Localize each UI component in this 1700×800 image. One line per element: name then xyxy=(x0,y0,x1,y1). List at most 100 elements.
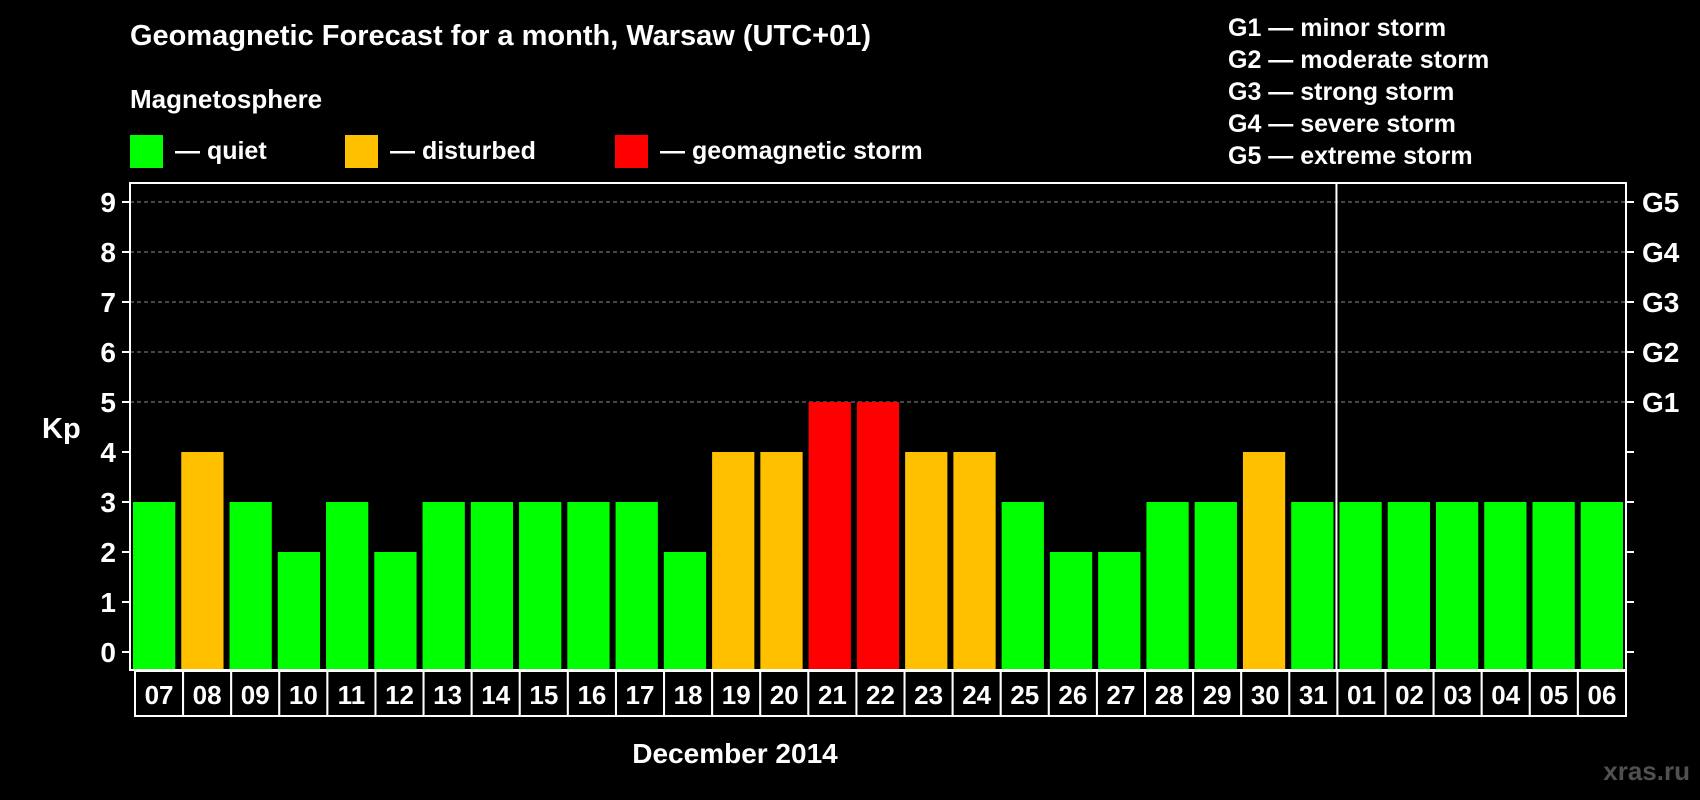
bar-03 xyxy=(1435,502,1479,669)
x-category-cell xyxy=(470,670,521,717)
x-tick-label: 19 xyxy=(722,680,751,710)
bar-27 xyxy=(1098,552,1141,669)
x-category-cell xyxy=(903,670,954,717)
x-tick-label: 25 xyxy=(1010,680,1039,710)
bar-12 xyxy=(374,552,417,669)
right-axis-label: G2 xyxy=(1642,337,1679,368)
x-category-cell xyxy=(1528,670,1579,717)
x-tick-label: 17 xyxy=(626,680,655,710)
bar-17 xyxy=(615,502,658,669)
y-tick-label: 6 xyxy=(100,337,116,368)
x-category-cell xyxy=(759,670,810,717)
storm-level-g4: G4 — severe storm xyxy=(1228,110,1456,138)
bar-14 xyxy=(470,502,514,669)
x-category-cell xyxy=(663,670,714,717)
storm-level-list: G1 — minor storm G2 — moderate storm G3 … xyxy=(1228,12,1489,172)
bar-11 xyxy=(326,502,369,669)
x-tick-label: 05 xyxy=(1539,680,1568,710)
bar-10 xyxy=(277,552,321,669)
x-category-cell xyxy=(230,670,281,717)
x-category-cell xyxy=(1480,670,1531,717)
x-category-cell xyxy=(422,670,473,717)
storm-level-g2: G2 — moderate storm xyxy=(1228,46,1490,74)
y-tick-label: 8 xyxy=(100,237,116,268)
x-tick-label: 01 xyxy=(1347,680,1376,710)
x-tick-label: 02 xyxy=(1395,680,1424,710)
x-tick-label: 13 xyxy=(433,680,462,710)
bar-28 xyxy=(1146,502,1189,669)
x-category-cell xyxy=(518,670,569,717)
x-category-cell xyxy=(278,670,329,717)
bar-16 xyxy=(567,502,610,669)
bar-09 xyxy=(229,502,272,669)
x-tick-label: 06 xyxy=(1587,680,1616,710)
x-tick-label: 22 xyxy=(866,680,895,710)
bar-18 xyxy=(663,552,707,669)
bar-20 xyxy=(760,452,803,669)
y-tick-label: 1 xyxy=(100,587,116,618)
x-tick-label: 08 xyxy=(193,680,222,710)
x-tick-label: 04 xyxy=(1491,680,1520,710)
x-tick-label: 31 xyxy=(1299,680,1328,710)
x-tick-label: 24 xyxy=(962,680,991,710)
storm-level-g1: G1 — minor storm xyxy=(1228,14,1447,42)
legend-swatch-disturbed xyxy=(345,134,378,168)
legend-label-quiet: — quiet xyxy=(175,136,267,165)
right-axis-label: G1 xyxy=(1642,387,1679,418)
x-category-cell xyxy=(182,670,233,717)
x-tick-label: 21 xyxy=(818,680,847,710)
bar-23 xyxy=(905,452,948,669)
x-category-cell xyxy=(1192,670,1243,717)
x-category-cell xyxy=(807,670,858,717)
x-category-cell xyxy=(566,670,617,717)
y-tick-label: 4 xyxy=(100,437,116,468)
bar-29 xyxy=(1194,502,1237,669)
bar-01 xyxy=(1339,502,1382,669)
x-category-cell xyxy=(1240,670,1291,717)
bar-07 xyxy=(133,502,176,669)
right-axis-label: G5 xyxy=(1642,187,1679,218)
bar-25 xyxy=(1001,502,1044,669)
x-tick-label: 14 xyxy=(481,680,510,710)
x-category-cell xyxy=(999,670,1050,717)
bar-15 xyxy=(519,502,562,669)
bar-21 xyxy=(808,402,851,669)
x-category-cell xyxy=(1336,670,1387,717)
y-tick-label: 5 xyxy=(100,387,116,418)
x-tick-label: 26 xyxy=(1058,680,1087,710)
legend-label-disturbed: — disturbed xyxy=(390,136,536,165)
bar-19 xyxy=(712,452,755,669)
bar-08 xyxy=(181,452,224,669)
x-category-cell xyxy=(326,670,377,717)
bar-26 xyxy=(1049,552,1093,669)
x-tick-label: 15 xyxy=(529,680,558,710)
x-category-cell xyxy=(1384,670,1435,717)
x-tick-label: 30 xyxy=(1251,680,1280,710)
y-tick-label: 3 xyxy=(100,487,116,518)
right-axis-label: G3 xyxy=(1642,287,1679,318)
x-tick-label: 10 xyxy=(289,680,318,710)
y-tick-label: 0 xyxy=(100,637,116,668)
x-tick-label: 12 xyxy=(385,680,414,710)
bar-31 xyxy=(1291,502,1334,669)
x-tick-label: 16 xyxy=(577,680,606,710)
y-tick-label: 7 xyxy=(100,287,116,318)
bar-04 xyxy=(1484,502,1527,669)
x-tick-label: 20 xyxy=(770,680,799,710)
watermark: xras.ru xyxy=(1603,756,1690,786)
y-axis-label: Kp xyxy=(42,413,81,445)
bar-02 xyxy=(1387,502,1430,669)
bar-05 xyxy=(1532,502,1575,669)
right-axis-label: G4 xyxy=(1642,237,1680,268)
x-tick-label: 11 xyxy=(338,680,366,710)
x-tick-label: 29 xyxy=(1203,680,1232,710)
storm-level-g3: G3 — strong storm xyxy=(1228,78,1455,106)
legend-item-quiet: — quiet xyxy=(130,134,267,168)
legend-heading: Magnetosphere xyxy=(130,84,323,114)
x-axis-label: December 2014 xyxy=(632,738,838,769)
legend-item-storm: — geomagnetic storm xyxy=(615,134,923,168)
x-category-cell xyxy=(951,670,1002,717)
y-tick-label: 9 xyxy=(100,187,116,218)
x-tick-label: 23 xyxy=(914,680,943,710)
